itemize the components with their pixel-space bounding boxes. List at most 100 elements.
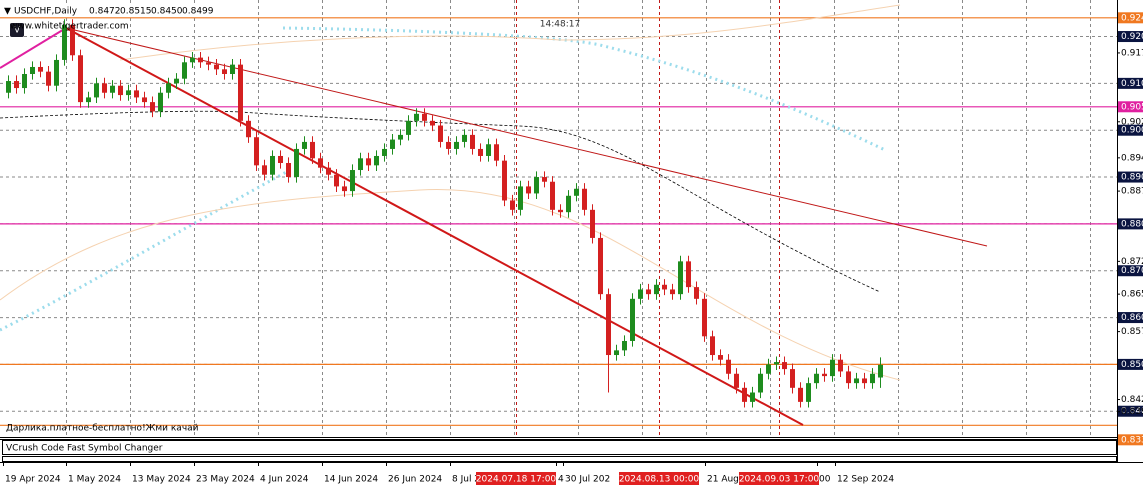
candle-body [238, 64, 243, 121]
levels [0, 17, 1117, 426]
candle-body [694, 287, 699, 299]
candle-body [350, 170, 355, 192]
candle-body [6, 81, 11, 93]
candle-body [62, 24, 67, 60]
candle-body [310, 141, 315, 159]
x-tick-label: 26 Jun 2024 [388, 475, 442, 485]
candle-body [438, 125, 443, 142]
candle-body [94, 83, 99, 98]
date-highlight-bg [739, 472, 819, 485]
candle-body [334, 174, 339, 187]
price-label: 0.865 [1121, 290, 1143, 300]
clock: 14:48:17 [540, 20, 580, 30]
candle-body [358, 158, 363, 171]
logo-v: V [14, 26, 21, 36]
candle-body [766, 364, 771, 374]
candle-body [246, 120, 251, 138]
candle-body [862, 378, 867, 384]
panel-box [2, 440, 1117, 455]
candle-body [478, 148, 483, 156]
candle-body [46, 71, 51, 86]
candle-body [774, 362, 779, 365]
x-tick-label: 14 Jun 2024 [324, 475, 378, 485]
candle-body [134, 90, 139, 98]
candle-body [574, 188, 579, 196]
x-tick-label: 23 May 2024 [196, 475, 255, 485]
y-tick-label: 0.920 [1121, 32, 1143, 42]
watermark: www.whitetigertrader.com [10, 22, 129, 32]
candle-body [86, 97, 91, 103]
price-label: 0.857 [1121, 327, 1143, 337]
candle-body [878, 364, 883, 378]
candle-body [342, 186, 347, 192]
candle-body [262, 165, 267, 175]
candle-body [518, 186, 523, 210]
x-tick-label: 21 Aug [707, 475, 739, 485]
candle-body [398, 134, 403, 140]
ma-dots [282, 26, 886, 152]
candle-body [374, 155, 379, 166]
candle-body [838, 359, 843, 372]
date-highlight-bg [619, 472, 699, 485]
candle-body [494, 144, 499, 161]
price-axis: 0.920 0.910 0.900 0.890 0.880 0.870 0.860 0.850… [1117, 12, 1143, 446]
candle-body [182, 62, 187, 79]
y-tick-bg [1118, 358, 1143, 370]
candle-body [550, 181, 555, 210]
candle-body [278, 155, 283, 163]
candle-body [734, 373, 739, 388]
candle-body [710, 336, 715, 356]
x-tick-label: 12 Sep 2024 [837, 475, 894, 485]
x-tick-label: 4 Jun 2024 [260, 475, 309, 485]
date-highlight: 2024.09.03 17:00 [739, 475, 820, 485]
indicators [0, 4, 988, 426]
candle-body [22, 74, 27, 89]
price-label: 0.905 [1121, 102, 1143, 112]
y-tick-label: 0.870 [1121, 266, 1143, 276]
candle-body [814, 373, 819, 384]
candle-body [558, 209, 563, 213]
candle-body [326, 167, 331, 175]
candle-body [662, 284, 667, 290]
candle-body [614, 350, 619, 356]
candle-body [638, 289, 643, 299]
y-tick-label: 0.900 [1121, 126, 1143, 136]
candle-body [598, 237, 603, 295]
candle-body [422, 113, 427, 121]
candle-body [206, 62, 211, 65]
price-label: 0.894 [1121, 153, 1143, 163]
price-label: 0.902 [1121, 117, 1143, 127]
y-tick-bg [1118, 77, 1143, 89]
candle-body [142, 97, 147, 103]
candle-body [54, 59, 59, 86]
candle-body [630, 298, 635, 341]
price-label: 0.872 [1121, 257, 1143, 267]
y-tick-label: 0.890 [1121, 173, 1143, 183]
candle-body [806, 383, 811, 402]
candle-body [718, 355, 723, 360]
candle-body [582, 188, 587, 210]
header-bg [0, 4, 250, 17]
candle-body [118, 85, 123, 96]
y-tick-bg [1118, 405, 1143, 417]
candle-body [158, 92, 163, 112]
candle-body [318, 158, 323, 168]
y-tick-bg [1118, 312, 1143, 324]
candle-body [798, 387, 803, 402]
header-value: 0.8472 [89, 7, 121, 17]
price-label: 0.924 [1121, 13, 1143, 23]
candle-body [230, 64, 235, 75]
candle-body [758, 373, 763, 393]
candle-body [846, 371, 851, 384]
x-tick-label: 8 Jul 2 [452, 475, 480, 485]
candle-body [678, 261, 683, 295]
header-ohlc: 0.8472 0.8515 0.8450 0.8499 [89, 7, 214, 17]
candle-body [750, 392, 755, 402]
candle-body [790, 369, 795, 388]
header-value: 0.8515 [120, 7, 152, 17]
candle-body [606, 294, 611, 356]
candle-body [366, 158, 371, 166]
trendline [65, 27, 988, 247]
